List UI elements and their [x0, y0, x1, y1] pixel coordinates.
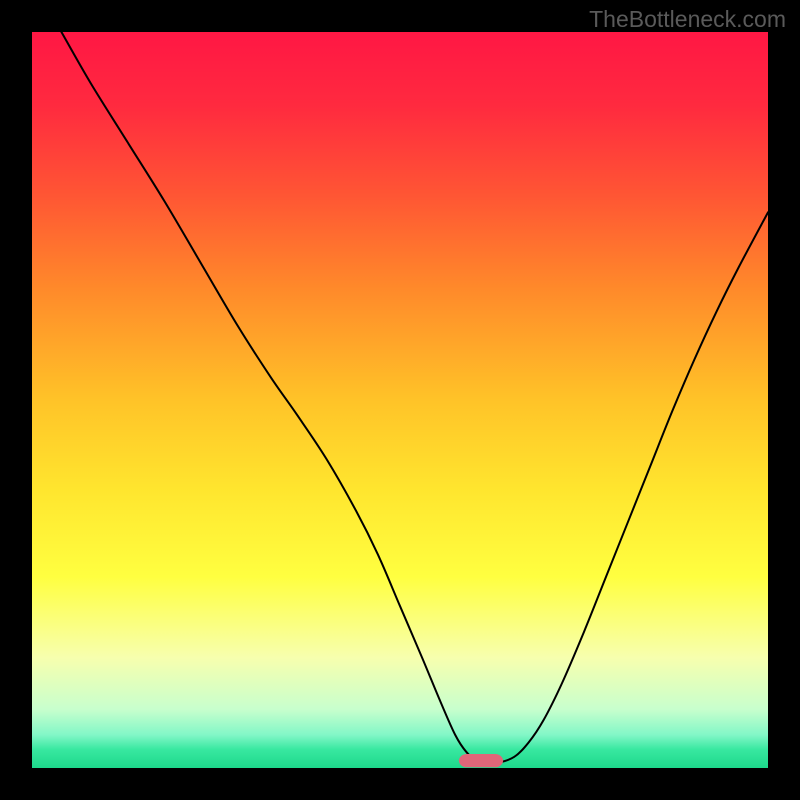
- plot-area: [32, 32, 768, 768]
- watermark-label: TheBottleneck.com: [589, 6, 786, 33]
- optimal-marker: [459, 754, 503, 767]
- bottleneck-chart: [32, 32, 768, 768]
- chart-frame: TheBottleneck.com: [0, 0, 800, 800]
- gradient-background: [32, 32, 768, 768]
